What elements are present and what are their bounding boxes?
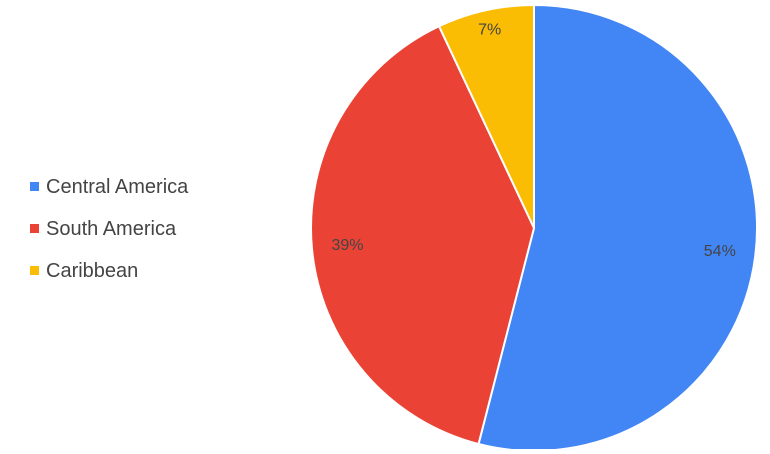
pie-slice-central-america[interactable]: [477, 3, 758, 452]
legend-label-south-america: South America: [46, 218, 177, 240]
slices-layer: [310, 3, 758, 452]
pie-slice-caribbean[interactable]: [437, 3, 535, 229]
legend-label-central-america: Central America: [46, 176, 189, 198]
legend: Central America South America Caribbean: [30, 176, 189, 282]
legend-item-south-america[interactable]: South America: [30, 218, 177, 240]
legend-swatch-south-america: [30, 224, 39, 233]
legend-label-caribbean: Caribbean: [46, 260, 138, 282]
legend-swatch-central-america: [30, 182, 39, 191]
legend-swatch-caribbean: [30, 266, 39, 275]
data-label-caribbean: 7%: [478, 22, 501, 39]
data-label-central-america: 54%: [704, 243, 736, 260]
legend-item-central-america[interactable]: Central America: [30, 176, 189, 198]
legend-item-caribbean[interactable]: Caribbean: [30, 260, 138, 282]
data-labels-layer: 54% 39% 7%: [331, 22, 735, 261]
pie-slice-south-america[interactable]: [310, 24, 536, 446]
data-label-south-america: 39%: [331, 237, 363, 254]
